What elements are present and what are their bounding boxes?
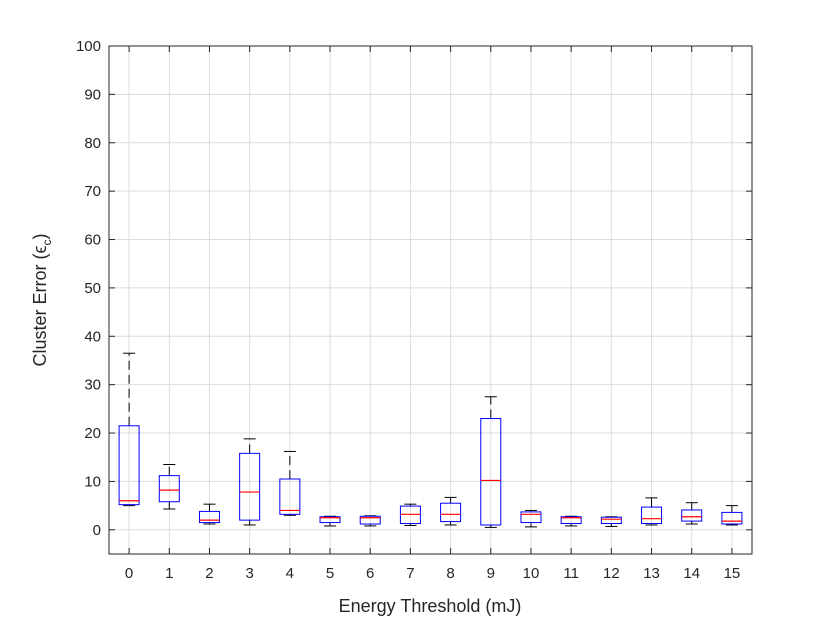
x-tick-label: 0 (125, 565, 133, 582)
box-group-14 (681, 502, 703, 525)
box-rect (118, 425, 140, 506)
x-tick-label: 7 (406, 565, 414, 582)
y-tick-label: 100 (76, 38, 101, 55)
x-tick-label: 10 (523, 565, 540, 582)
y-axis-title: Cluster Error (ϵc) (30, 234, 54, 367)
x-tick-label: 12 (603, 565, 620, 582)
box-rect (239, 452, 261, 521)
x-tick-label: 15 (724, 565, 741, 582)
box-group-5 (319, 515, 341, 527)
box-rect (319, 516, 341, 524)
box-group-9 (480, 396, 502, 528)
y-tick-label: 30 (84, 377, 101, 394)
y-tick-label: 40 (84, 328, 101, 345)
grid-layer (109, 45, 752, 554)
box-group-2 (198, 503, 220, 525)
x-tick-label: 13 (643, 565, 660, 582)
axis-layer (108, 45, 753, 555)
box-group-7 (399, 503, 421, 526)
y-axis-title-close: ) (30, 234, 50, 240)
x-tick-label: 11 (563, 565, 579, 582)
box-rect (641, 506, 663, 525)
box-rect (721, 511, 743, 525)
box-group-15 (721, 505, 743, 526)
box-rect (480, 418, 502, 526)
box-rect (359, 515, 381, 525)
y-tick-label: 70 (84, 183, 101, 200)
box-group-11 (560, 515, 582, 527)
y-tick-label: 90 (84, 86, 101, 103)
box-group-8 (440, 496, 462, 526)
y-tick-label: 50 (84, 280, 101, 297)
y-tick-label: 10 (84, 473, 101, 490)
y-axis-title-symbol: ϵ (30, 245, 50, 253)
box-rect (279, 478, 301, 515)
y-tick-label: 60 (84, 232, 101, 249)
box-layer (118, 352, 743, 528)
box-rect (520, 511, 542, 524)
y-tick-label: 20 (84, 425, 101, 442)
box-group-6 (359, 515, 381, 527)
x-tick-label: 6 (366, 565, 374, 582)
box-rect (440, 502, 462, 523)
x-tick-label: 5 (326, 565, 334, 582)
x-tick-label: 2 (205, 565, 213, 582)
box-rect (158, 475, 180, 503)
y-axis-title-subscript: c (40, 240, 54, 246)
box-rect (560, 516, 582, 525)
box-rect (600, 516, 622, 525)
box-group-3 (239, 438, 261, 526)
box-rect (198, 510, 220, 524)
x-tick-label: 8 (446, 565, 454, 582)
box-group-4 (279, 450, 301, 516)
box-group-10 (520, 509, 542, 528)
box-group-12 (600, 516, 622, 527)
y-axis-title-main: Cluster Error ( (30, 253, 50, 366)
x-axis-title: Energy Threshold (mJ) (339, 596, 522, 616)
x-tick-label: 3 (245, 565, 253, 582)
x-tick-label: 4 (286, 565, 294, 582)
box-rect (681, 509, 703, 522)
x-tick-label: 14 (683, 565, 700, 582)
box-group-0 (118, 352, 140, 507)
y-tick-label: 0 (93, 522, 101, 539)
box-group-1 (158, 463, 180, 510)
y-tick-label: 80 (84, 135, 101, 152)
box-group-13 (641, 497, 663, 526)
x-tick-label: 9 (487, 565, 495, 582)
x-tick-label: 1 (165, 565, 173, 582)
plot-frame (108, 45, 753, 555)
